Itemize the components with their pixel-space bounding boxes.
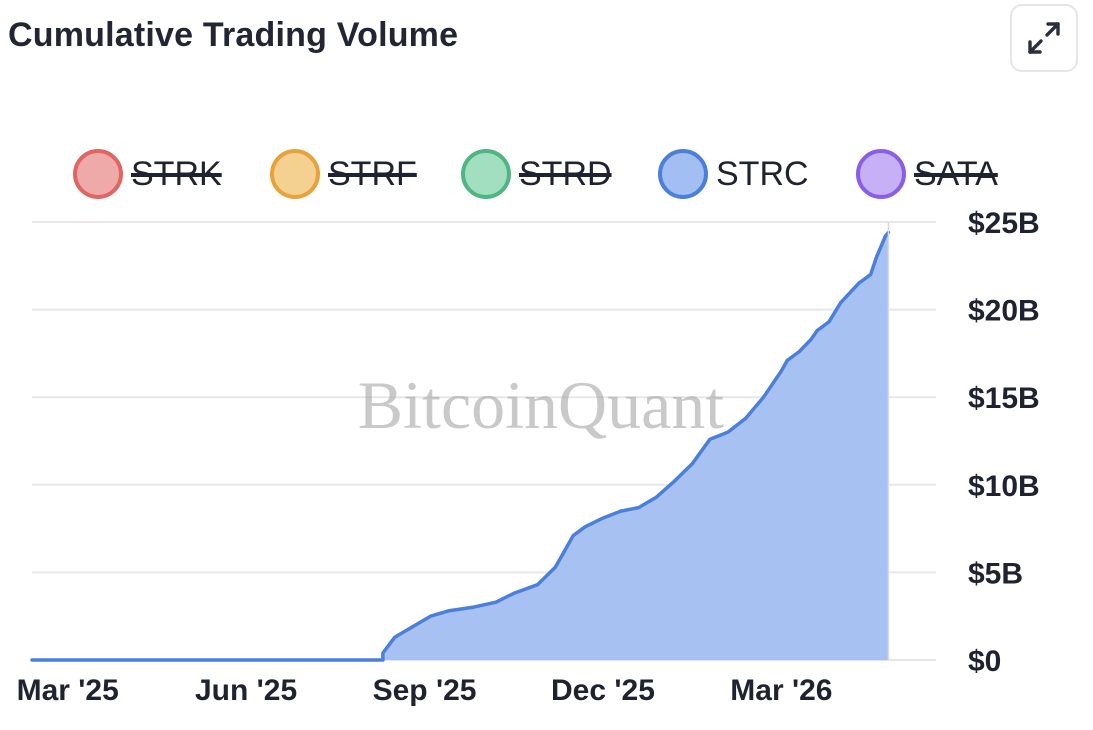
data-point: [827, 320, 831, 324]
y-tick-label: $15B: [968, 382, 1040, 415]
data-point: [655, 495, 658, 499]
data-point: [762, 395, 765, 399]
data-point: [708, 437, 712, 441]
data-point: [512, 591, 516, 595]
y-tick-label: $5B: [968, 557, 1023, 590]
data-point: [619, 509, 623, 513]
watermark-text: BitcoinQuant: [358, 367, 725, 443]
data-point: [690, 462, 694, 466]
legend-label-strk: STRK: [131, 154, 222, 193]
data-point: [601, 516, 605, 520]
data-point: [553, 565, 557, 569]
x-tick-label: Sep '25: [373, 674, 477, 707]
data-point: [881, 241, 884, 245]
legend-item-strd[interactable]: STRD: [461, 146, 612, 202]
expand-button[interactable]: [1010, 4, 1078, 72]
data-point: [583, 525, 587, 529]
data-point: [785, 358, 789, 362]
page-title: Cumulative Trading Volume: [8, 16, 459, 54]
y-tick-label: $10B: [968, 470, 1040, 503]
data-point: [839, 301, 843, 305]
data-point: [536, 583, 539, 587]
data-point: [411, 625, 415, 629]
series-layer: [30, 222, 891, 662]
legend-swatch-strf: [270, 149, 320, 199]
data-point: [494, 600, 498, 604]
legend-swatch-strc: [658, 149, 708, 199]
x-axis: Mar '25 Jun '25 Sep '25 Dec '25 Mar '26: [17, 674, 833, 707]
expand-arrows-icon: [1028, 22, 1060, 54]
legend-item-sata[interactable]: SATA: [856, 146, 998, 202]
series-area-strc: [382, 232, 889, 660]
y-axis: $0 $5B $10B $15B $20B $25B: [968, 207, 1040, 678]
x-tick-label: Jun '25: [195, 674, 297, 707]
data-point: [672, 479, 676, 483]
data-point: [815, 329, 819, 333]
data-point: [726, 430, 730, 434]
y-tick-label: $0: [968, 645, 1001, 678]
data-point: [381, 651, 385, 655]
data-point: [809, 337, 813, 341]
legend-swatch-strd: [461, 149, 511, 199]
data-point: [393, 635, 397, 639]
legend-item-strk[interactable]: STRK: [73, 146, 222, 202]
data-point: [637, 506, 641, 510]
data-point: [779, 369, 783, 373]
data-point: [429, 614, 432, 618]
data-point: [571, 534, 575, 538]
data-point: [446, 609, 450, 613]
data-point: [744, 416, 748, 420]
legend-item-strc[interactable]: STRC: [658, 146, 809, 202]
legend-label-strf: STRF: [328, 154, 417, 193]
data-point: [797, 350, 801, 354]
data-point: [883, 234, 887, 238]
x-tick-label: Mar '25: [17, 674, 119, 707]
data-point: [857, 281, 861, 285]
legend: STRK STRF STRD STRC SATA: [0, 138, 1093, 208]
legend-item-strf[interactable]: STRF: [270, 146, 417, 202]
x-tick-label: Dec '25: [551, 674, 655, 707]
data-point: [875, 255, 878, 259]
legend-label-sata: SATA: [914, 154, 998, 193]
data-point: [470, 605, 474, 609]
y-tick-label: $20B: [968, 295, 1040, 328]
legend-swatch-strk: [73, 149, 123, 199]
y-tick-label: $25B: [968, 207, 1040, 240]
data-point: [869, 273, 873, 277]
x-tick-label: Mar '26: [730, 674, 832, 707]
legend-swatch-sata: [856, 149, 906, 199]
legend-label-strd: STRD: [519, 154, 612, 193]
legend-label-strc: STRC: [716, 154, 809, 193]
